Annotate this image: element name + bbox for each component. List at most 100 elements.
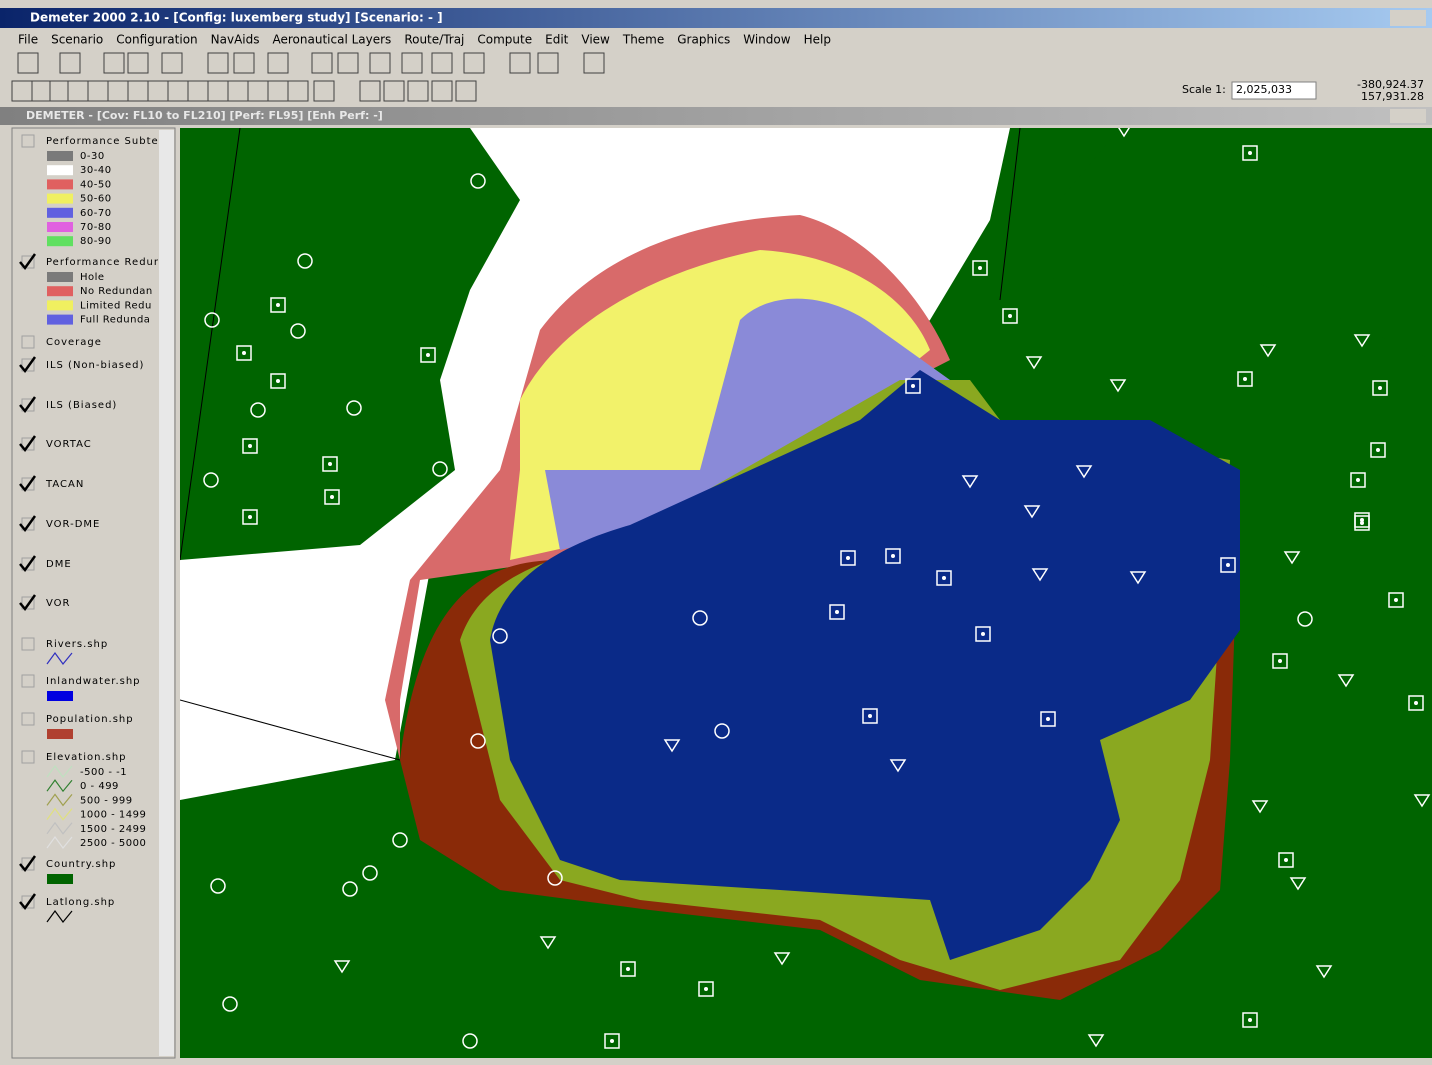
layer-name[interactable]: ILS (Non-biased) xyxy=(46,360,144,371)
menu-item[interactable]: NavAids xyxy=(211,33,260,47)
navaid-vortac[interactable] xyxy=(1413,794,1431,808)
navaid-dme[interactable] xyxy=(1350,472,1366,488)
tool-button[interactable] xyxy=(233,52,255,74)
navaid-vor[interactable] xyxy=(714,723,730,739)
navaid-vor[interactable] xyxy=(250,402,266,418)
menu-item[interactable]: View xyxy=(581,33,610,47)
tool-button[interactable] xyxy=(311,52,333,74)
layer-name[interactable]: VORTAC xyxy=(46,439,92,450)
tool-button[interactable] xyxy=(59,52,81,74)
navaid-dme[interactable] xyxy=(1370,442,1386,458)
navaid-vortac[interactable] xyxy=(889,759,907,773)
navaid-dme[interactable] xyxy=(1272,653,1288,669)
tool-button[interactable] xyxy=(267,80,289,102)
navaid-vor[interactable] xyxy=(346,400,362,416)
navaid-vor[interactable] xyxy=(392,832,408,848)
navaid-dme[interactable] xyxy=(1372,380,1388,396)
navaid-dme[interactable] xyxy=(1040,711,1056,727)
navaid-vor[interactable] xyxy=(470,733,486,749)
tool-button[interactable] xyxy=(227,80,249,102)
tool-button[interactable] xyxy=(267,52,289,74)
tool-button[interactable] xyxy=(383,80,405,102)
scale-input[interactable] xyxy=(1231,81,1317,100)
menu-item[interactable]: Help xyxy=(804,33,831,47)
navaid-dme[interactable] xyxy=(1408,695,1424,711)
tool-button[interactable] xyxy=(17,52,39,74)
tool-button[interactable] xyxy=(87,80,109,102)
navaid-dme[interactable] xyxy=(975,626,991,642)
layer-name[interactable]: DME xyxy=(46,559,72,570)
layer-name[interactable]: Country.shp xyxy=(46,859,116,870)
navaid-dme[interactable] xyxy=(1002,308,1018,324)
window-controls[interactable] xyxy=(1390,10,1426,26)
layer-name[interactable]: VOR-DME xyxy=(46,519,100,530)
navaid-dme[interactable] xyxy=(604,1033,620,1049)
navaid-vor[interactable] xyxy=(222,996,238,1012)
navaid-vor[interactable] xyxy=(547,870,563,886)
tool-button[interactable] xyxy=(167,80,189,102)
navaid-dme[interactable] xyxy=(840,550,856,566)
menu-item[interactable]: File xyxy=(18,33,38,47)
tool-button[interactable] xyxy=(431,52,453,74)
tool-button[interactable] xyxy=(463,52,485,74)
navaid-dme[interactable] xyxy=(862,708,878,724)
tool-button[interactable] xyxy=(161,52,183,74)
layer-checkbox[interactable] xyxy=(21,335,35,349)
navaid-vor[interactable] xyxy=(692,610,708,626)
navaid-vor[interactable] xyxy=(342,881,358,897)
navaid-vor[interactable] xyxy=(1297,611,1313,627)
tool-button[interactable] xyxy=(583,52,605,74)
tool-button[interactable] xyxy=(127,80,149,102)
navaid-vortac[interactable] xyxy=(1283,551,1301,565)
navaid-dme[interactable] xyxy=(698,981,714,997)
navaid-vortac[interactable] xyxy=(1259,344,1277,358)
navaid-dme[interactable] xyxy=(324,489,340,505)
tool-button[interactable] xyxy=(407,80,429,102)
navaid-dme[interactable] xyxy=(1242,145,1258,161)
tool-button[interactable] xyxy=(127,52,149,74)
tool-button[interactable] xyxy=(147,80,169,102)
navaid-vortac[interactable] xyxy=(1109,379,1127,393)
navaid-vor[interactable] xyxy=(204,312,220,328)
layer-name[interactable]: Inlandwater.shp xyxy=(46,676,141,687)
tool-button[interactable] xyxy=(509,52,531,74)
navaid-vor[interactable] xyxy=(362,865,378,881)
navaid-vor[interactable] xyxy=(203,472,219,488)
navaid-vor[interactable] xyxy=(297,253,313,269)
navaid-dme[interactable] xyxy=(829,604,845,620)
navaid-vor[interactable] xyxy=(462,1033,478,1049)
navaid-dme[interactable] xyxy=(905,378,921,394)
menu-item[interactable]: Graphics xyxy=(677,33,730,47)
layer-name[interactable]: ILS (Biased) xyxy=(46,400,117,411)
tool-button[interactable] xyxy=(103,52,125,74)
navaid-vortac[interactable] xyxy=(1353,334,1371,348)
layer-name[interactable]: Performance Subte xyxy=(46,136,159,147)
navaid-dme[interactable] xyxy=(242,438,258,454)
navaid-vortac[interactable] xyxy=(1315,965,1333,979)
tool-button[interactable] xyxy=(31,80,53,102)
tool-button[interactable] xyxy=(247,80,269,102)
tool-button[interactable] xyxy=(401,52,423,74)
layer-checkbox[interactable] xyxy=(21,712,35,726)
menu-item[interactable]: Configuration xyxy=(116,33,197,47)
layer-name[interactable]: TACAN xyxy=(45,479,84,490)
navaid-vortac[interactable] xyxy=(1087,1034,1105,1048)
map-window-controls[interactable] xyxy=(1390,109,1426,123)
navaid-vortac[interactable] xyxy=(1031,568,1049,582)
tool-button[interactable] xyxy=(369,52,391,74)
navaid-dme[interactable] xyxy=(1242,1012,1258,1028)
menu-item[interactable]: Aeronautical Layers xyxy=(273,33,392,47)
tool-button[interactable] xyxy=(187,80,209,102)
tool-button[interactable] xyxy=(287,80,309,102)
navaid-dme[interactable] xyxy=(1220,557,1236,573)
legend-scrollbar[interactable] xyxy=(159,130,174,1056)
tool-button[interactable] xyxy=(107,80,129,102)
menu-item[interactable]: Scenario xyxy=(51,33,103,47)
tool-button[interactable] xyxy=(431,80,453,102)
tool-button[interactable] xyxy=(67,80,89,102)
menu-item[interactable]: Compute xyxy=(477,33,532,47)
layer-name[interactable]: Elevation.shp xyxy=(46,752,127,763)
layer-name[interactable]: VOR xyxy=(46,598,70,609)
layer-checkbox[interactable] xyxy=(21,750,35,764)
navaid-dme[interactable] xyxy=(242,509,258,525)
